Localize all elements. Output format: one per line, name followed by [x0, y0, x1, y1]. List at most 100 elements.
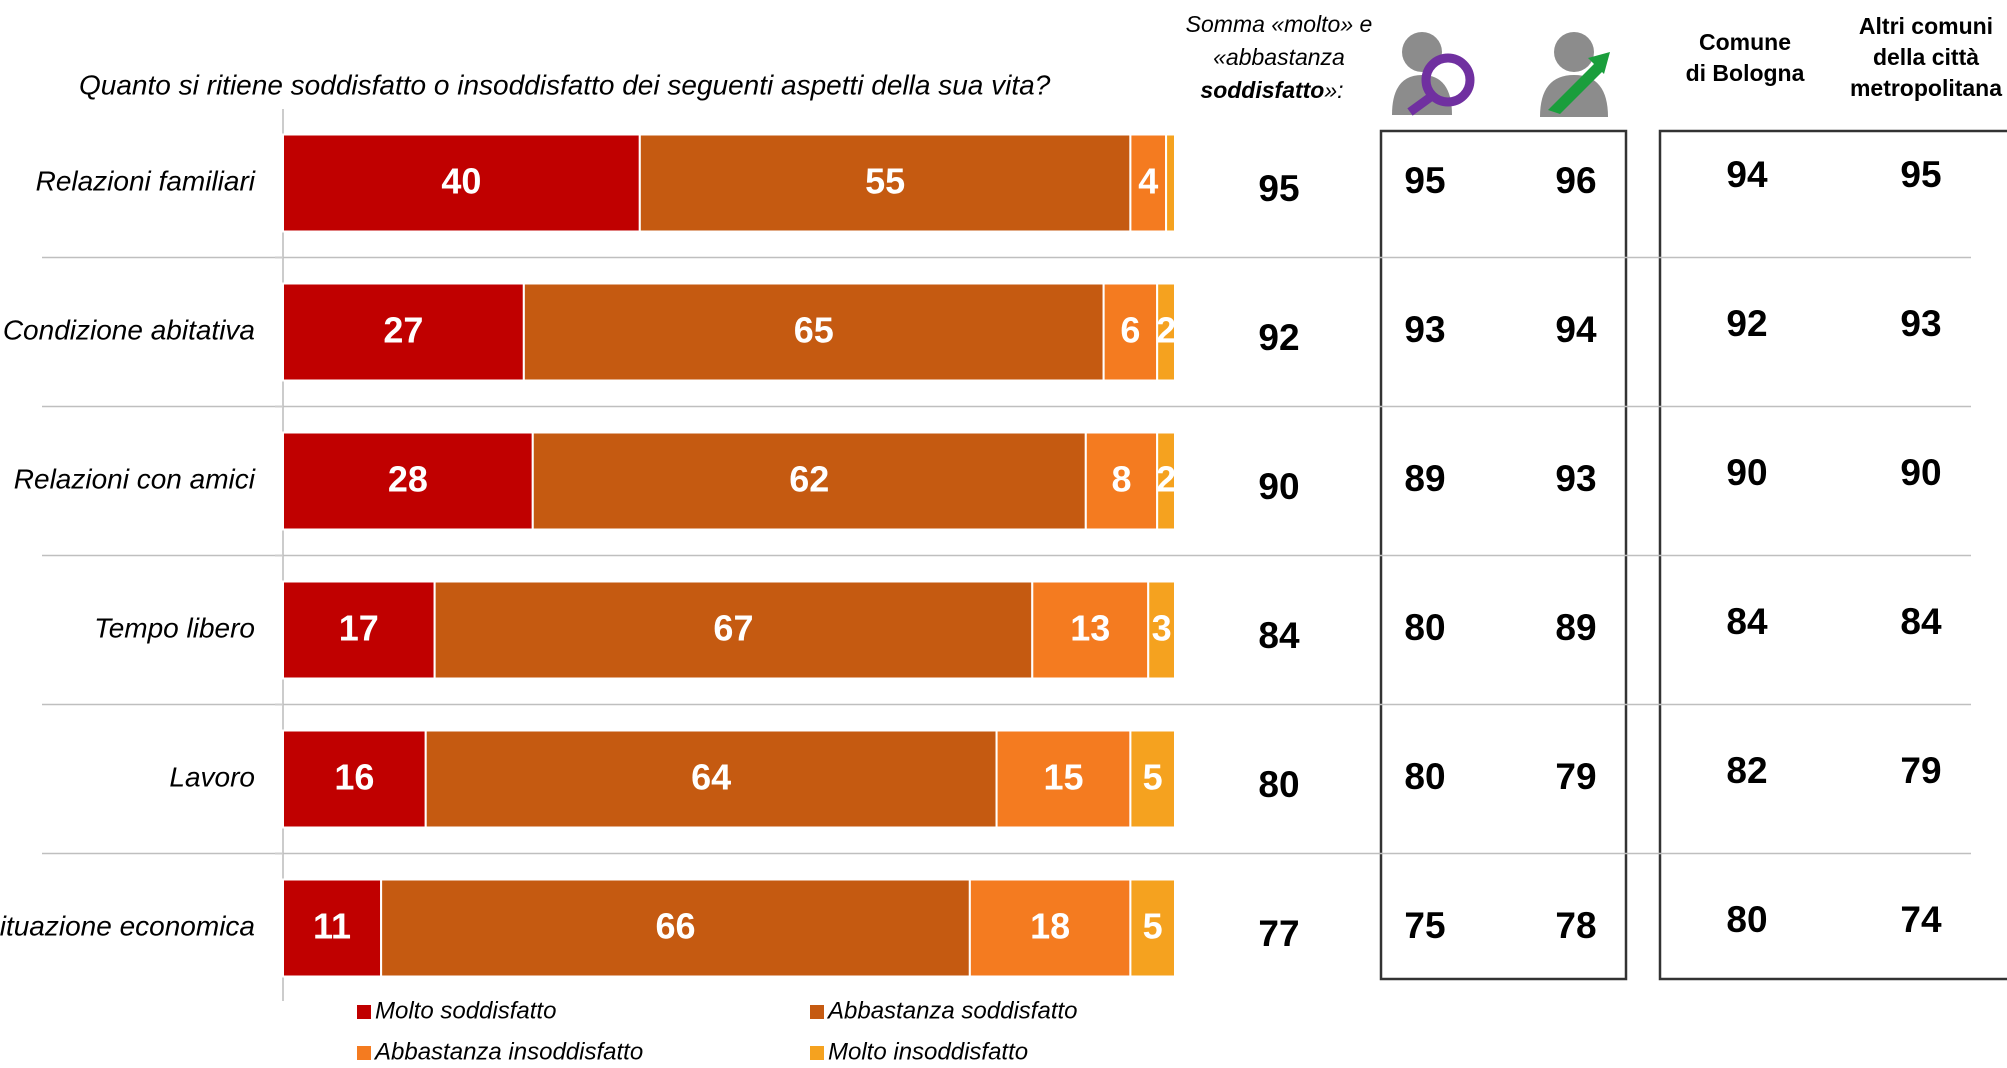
- segment-label: 66: [655, 906, 695, 947]
- table-value: 80: [1258, 764, 1299, 805]
- category-label: Relazioni con amici: [14, 463, 256, 494]
- segment-label: 5: [1143, 757, 1163, 798]
- bar-segment: [1156, 431, 1177, 531]
- table-value: 95: [1258, 168, 1299, 209]
- segment-label: 55: [865, 161, 905, 202]
- bar-segment: [531, 431, 1087, 531]
- bar-segment: [1129, 729, 1177, 829]
- legend-label: Molto soddisfatto: [375, 997, 556, 1024]
- table-value: 84: [1258, 615, 1300, 656]
- category-label: Condizione abitativa: [3, 314, 255, 345]
- altri-header: Altri comuni: [1859, 13, 1993, 39]
- table-value: 93: [1555, 458, 1596, 499]
- bar-segment: [522, 282, 1105, 382]
- table-value: 80: [1404, 607, 1445, 648]
- segment-label: 5: [1143, 906, 1163, 947]
- bar-segment: [1165, 133, 1176, 233]
- somma-header: soddisfatto»:: [1200, 77, 1343, 103]
- legend-swatch: [357, 1046, 371, 1060]
- table-value: 90: [1258, 466, 1299, 507]
- legend-swatch: [810, 1046, 824, 1060]
- bar-segment: [968, 878, 1132, 978]
- female-icon: [1392, 32, 1475, 116]
- segment-label: 64: [691, 757, 731, 798]
- segment-label: 62: [789, 459, 829, 500]
- segment-label: 6: [1120, 310, 1140, 351]
- legend-label: Molto insoddisfatto: [828, 1038, 1028, 1065]
- segment-label: 4: [1138, 161, 1158, 202]
- category-label: Tempo libero: [94, 612, 255, 643]
- somma-header-part: soddisfatto: [1200, 77, 1324, 103]
- bar-segment: [1129, 878, 1177, 978]
- bar-segment: [1102, 282, 1159, 382]
- table-value: 77: [1258, 913, 1299, 954]
- bar-segment: [282, 431, 534, 531]
- table-value: 93: [1404, 309, 1445, 350]
- table-value: 79: [1900, 750, 1941, 791]
- segment-label: 2: [1156, 310, 1176, 351]
- chart-title: Quanto si ritiene soddisfatto o insoddis…: [79, 69, 1051, 100]
- male-icon: [1540, 32, 1610, 117]
- table-value: 90: [1900, 452, 1941, 493]
- legend-label: Abbastanza insoddisfatto: [373, 1038, 643, 1065]
- bar-segment: [638, 133, 1132, 233]
- segment-label: 65: [794, 310, 834, 351]
- table-value: 89: [1404, 458, 1445, 499]
- bar-segment: [282, 729, 427, 829]
- bar-segment: [282, 133, 641, 233]
- bar-segment: [282, 282, 525, 382]
- bar-segment: [1084, 431, 1159, 531]
- bar-segment: [282, 580, 436, 680]
- somma-header: «abbastanza: [1213, 44, 1345, 70]
- somma-header: Somma «molto» e: [1186, 11, 1373, 37]
- table-value: 96: [1555, 160, 1596, 201]
- table-value: 94: [1726, 154, 1768, 195]
- comune-header: di Bologna: [1686, 60, 1805, 86]
- category-label: Situazione economica: [0, 910, 255, 941]
- segment-label: 18: [1030, 906, 1070, 947]
- bar-segment: [380, 878, 971, 978]
- segment-label: 11: [313, 906, 351, 947]
- segment-label: 3: [1152, 608, 1172, 649]
- segment-label: 8: [1111, 459, 1131, 500]
- bar-segment: [1129, 133, 1168, 233]
- bar-segment: [1156, 282, 1177, 382]
- table-value: 84: [1900, 601, 1942, 642]
- table-value: 92: [1726, 303, 1767, 344]
- comune-header: Comune: [1699, 29, 1791, 55]
- segment-label: 27: [383, 310, 423, 351]
- segment-label: 16: [334, 757, 374, 798]
- segment-label: 67: [713, 608, 753, 649]
- table-value: 80: [1404, 756, 1445, 797]
- somma-header-part: »:: [1324, 77, 1343, 103]
- table-value: 94: [1555, 309, 1597, 350]
- table-value: 89: [1555, 607, 1596, 648]
- table-value: 78: [1555, 905, 1596, 946]
- table-value: 90: [1726, 452, 1767, 493]
- segment-label: 40: [441, 161, 481, 202]
- table-value: 82: [1726, 750, 1767, 791]
- legend-swatch: [357, 1005, 371, 1019]
- table-value: 95: [1900, 154, 1941, 195]
- category-label: Lavoro: [169, 761, 255, 792]
- segment-label: 15: [1043, 757, 1083, 798]
- table-value: 84: [1726, 601, 1768, 642]
- legend-label: Abbastanza soddisfatto: [826, 997, 1078, 1024]
- legend-swatch: [810, 1005, 824, 1019]
- segment-label: 28: [388, 459, 428, 500]
- segment-label: 13: [1070, 608, 1110, 649]
- segment-label: 17: [339, 608, 379, 649]
- table-value: 75: [1404, 905, 1445, 946]
- table-value: 74: [1900, 899, 1942, 940]
- bar-segment: [1147, 580, 1176, 680]
- table-value: 95: [1404, 160, 1445, 201]
- altri-header: della città: [1873, 44, 1979, 70]
- table-value: 93: [1900, 303, 1941, 344]
- segment-label: 2: [1156, 459, 1176, 500]
- category-label: Relazioni familiari: [36, 165, 256, 196]
- table-value: 80: [1726, 899, 1767, 940]
- table-value: 92: [1258, 317, 1299, 358]
- altri-header: metropolitana: [1850, 75, 2002, 101]
- table-value: 79: [1555, 756, 1596, 797]
